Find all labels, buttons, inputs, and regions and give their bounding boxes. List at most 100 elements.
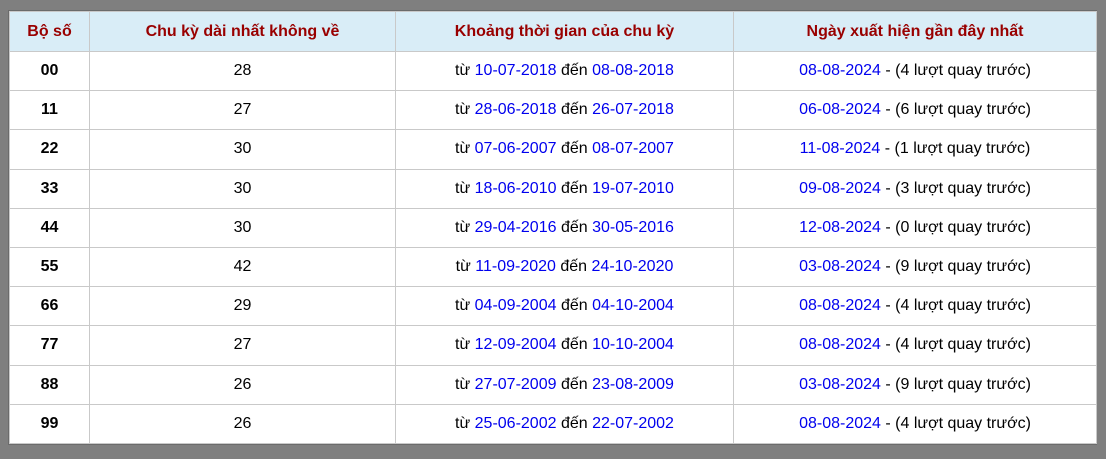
to-label: đến — [560, 414, 588, 432]
to-date-link[interactable]: 23-08-2009 — [592, 375, 674, 393]
cycle-value: 30 — [233, 140, 252, 158]
to-label: đến — [560, 336, 588, 354]
period-cell: từ 11-09-2020 đến 24-10-2020 — [395, 246, 734, 288]
lottery-cycle-table: Bộ số Chu kỳ dài nhất không về Khoảng th… — [9, 11, 1097, 445]
recent-cell: 08-08-2024 - (4 lượt quay trước) — [733, 403, 1097, 445]
period-cell: từ 07-06-2007 đến 08-07-2007 — [395, 129, 734, 170]
recent-date-link[interactable]: 11-08-2024 — [799, 140, 881, 158]
to-date-link[interactable]: 26-07-2018 — [592, 101, 674, 119]
table-row: 22 30 từ 07-06-2007 đến 08-07-2007 11-08… — [9, 129, 1097, 170]
recent-cell: 03-08-2024 - (9 lượt quay trước) — [733, 364, 1097, 405]
cycle-cell: 28 — [89, 50, 396, 92]
pair-cell: 00 — [9, 50, 90, 92]
to-date-link[interactable]: 22-07-2002 — [592, 414, 674, 432]
period-cell: từ 10-07-2018 đến 08-08-2018 — [395, 50, 734, 92]
recent-suffix: - (9 lượt quay trước) — [885, 375, 1031, 393]
recent-date-link[interactable]: 03-08-2024 — [799, 375, 881, 393]
recent-date-link[interactable]: 03-08-2024 — [799, 258, 881, 276]
recent-suffix: - (9 lượt quay trước) — [885, 258, 1031, 276]
recent-cell: 08-08-2024 - (4 lượt quay trước) — [733, 286, 1097, 327]
to-date-link[interactable]: 19-07-2010 — [592, 179, 674, 197]
recent-suffix: - (4 lượt quay trước) — [885, 414, 1031, 432]
pair-cell: 11 — [9, 90, 90, 131]
table-row: 11 27 từ 28-06-2018 đến 26-07-2018 06-08… — [9, 90, 1097, 131]
to-label: đến — [560, 140, 588, 158]
pair-cell: 99 — [9, 403, 90, 445]
cycle-value: 26 — [233, 414, 252, 432]
recent-suffix: - (4 lượt quay trước) — [885, 297, 1031, 315]
from-label: từ — [455, 258, 471, 276]
recent-date-link[interactable]: 12-08-2024 — [799, 218, 881, 236]
pair-value: 11 — [41, 101, 58, 119]
from-date-link[interactable]: 18-06-2010 — [474, 179, 557, 197]
recent-date-link[interactable]: 08-08-2024 — [799, 62, 881, 80]
from-label: từ — [455, 101, 471, 119]
from-label: từ — [455, 179, 471, 197]
cycle-value: 27 — [233, 101, 252, 119]
recent-cell: 08-08-2024 - (4 lượt quay trước) — [733, 50, 1097, 92]
to-label: đến — [560, 218, 588, 236]
pair-cell: 88 — [9, 364, 90, 405]
to-label: đến — [560, 375, 588, 393]
recent-cell: 09-08-2024 - (3 lượt quay trước) — [733, 168, 1097, 209]
recent-suffix: - (4 lượt quay trước) — [885, 336, 1031, 354]
recent-suffix: - (0 lượt quay trước) — [885, 218, 1031, 236]
cycle-value: 29 — [233, 297, 252, 315]
cycle-cell: 26 — [89, 364, 396, 405]
pair-cell: 77 — [9, 325, 90, 366]
header-row: Bộ số Chu kỳ dài nhất không về Khoảng th… — [9, 11, 1097, 52]
from-date-link[interactable]: 29-04-2016 — [474, 218, 557, 236]
recent-date-link[interactable]: 09-08-2024 — [799, 179, 881, 197]
from-label: từ — [455, 414, 471, 432]
to-label: đến — [560, 297, 588, 315]
table-row: 44 30 từ 29-04-2016 đến 30-05-2016 12-08… — [9, 207, 1097, 248]
to-label: đến — [560, 179, 588, 197]
to-date-link[interactable]: 04-10-2004 — [592, 297, 674, 315]
table-row: 66 29 từ 04-09-2004 đến 04-10-2004 08-08… — [9, 286, 1097, 327]
pair-value: 55 — [40, 258, 59, 276]
pair-cell: 66 — [9, 286, 90, 327]
recent-date-link[interactable]: 06-08-2024 — [799, 101, 881, 119]
from-date-link[interactable]: 11-09-2020 — [475, 258, 556, 276]
cycle-cell: 27 — [89, 90, 396, 131]
period-cell: từ 18-06-2010 đến 19-07-2010 — [395, 168, 734, 209]
from-date-link[interactable]: 25-06-2002 — [474, 414, 557, 432]
to-date-link[interactable]: 10-10-2004 — [592, 336, 674, 354]
pair-cell: 44 — [9, 207, 90, 248]
recent-suffix: - (4 lượt quay trước) — [885, 62, 1031, 80]
cycle-value: 27 — [233, 336, 252, 354]
from-date-link[interactable]: 12-09-2004 — [474, 336, 557, 354]
recent-date-link[interactable]: 08-08-2024 — [799, 336, 881, 354]
cycle-cell: 30 — [89, 207, 396, 248]
cycle-value: 26 — [233, 375, 252, 393]
cycle-cell: 42 — [89, 246, 396, 288]
recent-cell: 06-08-2024 - (6 lượt quay trước) — [733, 90, 1097, 131]
to-date-link[interactable]: 30-05-2016 — [592, 218, 674, 236]
to-date-link[interactable]: 08-07-2007 — [592, 140, 674, 158]
cycle-value: 42 — [233, 258, 252, 276]
table-row: 00 28 từ 10-07-2018 đến 08-08-2018 08-08… — [9, 50, 1097, 92]
recent-date-link[interactable]: 08-08-2024 — [799, 297, 881, 315]
from-date-link[interactable]: 27-07-2009 — [474, 375, 557, 393]
pair-value: 66 — [40, 297, 59, 315]
recent-cell: 03-08-2024 - (9 lượt quay trước) — [733, 246, 1097, 288]
table-row: 33 30 từ 18-06-2010 đến 19-07-2010 09-08… — [9, 168, 1097, 209]
from-date-link[interactable]: 04-09-2004 — [474, 297, 557, 315]
from-label: từ — [455, 297, 471, 315]
cycle-cell: 26 — [89, 403, 396, 445]
to-label: đến — [560, 258, 588, 276]
from-date-link[interactable]: 07-06-2007 — [474, 140, 557, 158]
from-date-link[interactable]: 10-07-2018 — [474, 62, 557, 80]
recent-date-link[interactable]: 08-08-2024 — [799, 414, 881, 432]
cycle-cell: 27 — [89, 325, 396, 366]
recent-cell: 11-08-2024 - (1 lượt quay trước) — [733, 129, 1097, 170]
cycle-cell: 29 — [89, 286, 396, 327]
from-date-link[interactable]: 28-06-2018 — [474, 101, 557, 119]
cycle-value: 30 — [233, 179, 252, 197]
recent-cell: 12-08-2024 - (0 lượt quay trước) — [733, 207, 1097, 248]
to-date-link[interactable]: 08-08-2018 — [592, 62, 674, 80]
to-date-link[interactable]: 24-10-2020 — [591, 258, 674, 276]
cycle-cell: 30 — [89, 168, 396, 209]
recent-cell: 08-08-2024 - (4 lượt quay trước) — [733, 325, 1097, 366]
